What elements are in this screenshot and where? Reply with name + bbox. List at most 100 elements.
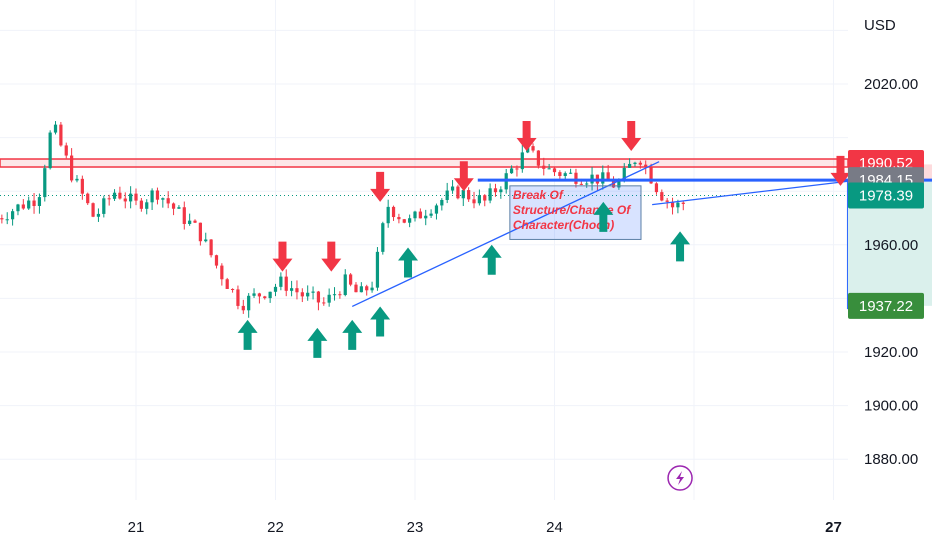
candle-body bbox=[53, 124, 58, 133]
candle-body bbox=[467, 190, 471, 200]
arrow-down-icon bbox=[321, 241, 342, 272]
candle-body bbox=[263, 296, 267, 299]
candle-body bbox=[145, 202, 149, 209]
candle-body bbox=[461, 190, 465, 199]
arrow-down-icon bbox=[830, 155, 851, 186]
x-tick-label: 23 bbox=[407, 519, 424, 536]
candle-body bbox=[118, 192, 122, 199]
candle-body bbox=[220, 265, 224, 280]
candle-body bbox=[107, 198, 111, 200]
arrow-up-icon bbox=[370, 306, 391, 337]
candle-body bbox=[247, 295, 251, 311]
candle-body bbox=[316, 291, 321, 303]
candle-body bbox=[520, 152, 524, 170]
candle-body bbox=[440, 199, 444, 206]
candle-body bbox=[381, 223, 385, 252]
candle-body bbox=[209, 239, 213, 256]
rising-trendline-2 bbox=[652, 179, 855, 206]
candle-body bbox=[21, 204, 25, 209]
candle-body bbox=[27, 200, 31, 209]
candle-body bbox=[327, 294, 331, 303]
candle-body bbox=[574, 172, 578, 184]
x-tick-label: 22 bbox=[267, 519, 284, 536]
candle-body bbox=[488, 188, 492, 201]
candle-body bbox=[322, 302, 326, 304]
candle-body bbox=[10, 211, 15, 220]
candle-body bbox=[542, 165, 546, 169]
y-tick-label: 1900.00 bbox=[864, 398, 918, 415]
candle-body bbox=[161, 198, 165, 200]
candle-body bbox=[204, 239, 208, 242]
candle-body bbox=[198, 222, 202, 242]
candle-body bbox=[558, 172, 562, 176]
candle-body bbox=[230, 288, 235, 290]
candle-body bbox=[493, 188, 498, 193]
candle-body bbox=[568, 172, 573, 174]
time-axis: 212223242728 bbox=[128, 519, 842, 536]
candle-body bbox=[343, 274, 347, 296]
y-tick-label: 2020.00 bbox=[864, 76, 918, 93]
candle-body bbox=[155, 190, 160, 200]
candle-body bbox=[531, 146, 535, 151]
candle-body bbox=[509, 168, 514, 174]
resistance-zone bbox=[0, 158, 849, 168]
candle-body bbox=[563, 173, 567, 176]
arrow-up-icon bbox=[307, 327, 328, 358]
y-tick-label: 1920.00 bbox=[864, 344, 918, 361]
price-label: 1937.22 bbox=[859, 298, 913, 315]
candle-body bbox=[268, 291, 272, 299]
candle-body bbox=[59, 124, 63, 146]
candle-body bbox=[633, 162, 637, 164]
candle-body bbox=[477, 195, 481, 204]
arrow-up-icon bbox=[670, 231, 691, 262]
arrow-markers bbox=[237, 121, 851, 358]
candle-body bbox=[408, 218, 412, 223]
candle-body bbox=[64, 145, 68, 156]
candle-body bbox=[579, 183, 583, 185]
candle-body bbox=[102, 198, 106, 214]
arrow-down-icon bbox=[621, 121, 642, 151]
candle-body bbox=[123, 198, 127, 202]
arrow-down-icon bbox=[516, 121, 537, 151]
candle-body bbox=[483, 195, 487, 201]
arrow-up-icon bbox=[342, 319, 363, 350]
candle-body bbox=[424, 215, 428, 219]
candle-body bbox=[450, 186, 455, 191]
candle-body bbox=[359, 286, 363, 293]
candle-body bbox=[644, 164, 648, 167]
candle-body bbox=[611, 181, 616, 188]
price-label-box bbox=[848, 182, 924, 209]
x-tick-label: 24 bbox=[546, 519, 563, 536]
candle-body bbox=[375, 251, 380, 288]
candle-body bbox=[585, 183, 589, 185]
candle-body bbox=[670, 201, 675, 208]
annotation-text: Break Of bbox=[513, 188, 564, 202]
y-tick-label: 1960.00 bbox=[864, 237, 918, 254]
candle-body bbox=[300, 292, 304, 297]
candle-body bbox=[391, 206, 396, 218]
arrow-down-icon bbox=[370, 171, 391, 202]
candle-body bbox=[617, 181, 621, 188]
candle-body bbox=[515, 168, 519, 170]
candle-body bbox=[257, 293, 262, 297]
candle-body bbox=[601, 172, 605, 184]
candle-body bbox=[681, 202, 685, 204]
candle-body bbox=[397, 217, 401, 220]
candle-body bbox=[402, 219, 406, 223]
candle-body bbox=[654, 183, 659, 193]
candle-body bbox=[177, 207, 181, 209]
x-tick-label: 21 bbox=[128, 519, 145, 536]
annotation-text: Structure/Change Of bbox=[513, 203, 631, 217]
candle-body bbox=[284, 276, 288, 291]
x-tick-label: 27 bbox=[825, 519, 842, 536]
candle-body bbox=[386, 206, 390, 224]
price-label-box bbox=[848, 292, 924, 319]
candle-body bbox=[225, 279, 229, 289]
candle-body bbox=[418, 211, 422, 219]
candle-body bbox=[370, 287, 374, 291]
annotation-box bbox=[509, 185, 642, 240]
candle-body bbox=[193, 220, 197, 223]
candle-body bbox=[150, 190, 154, 203]
